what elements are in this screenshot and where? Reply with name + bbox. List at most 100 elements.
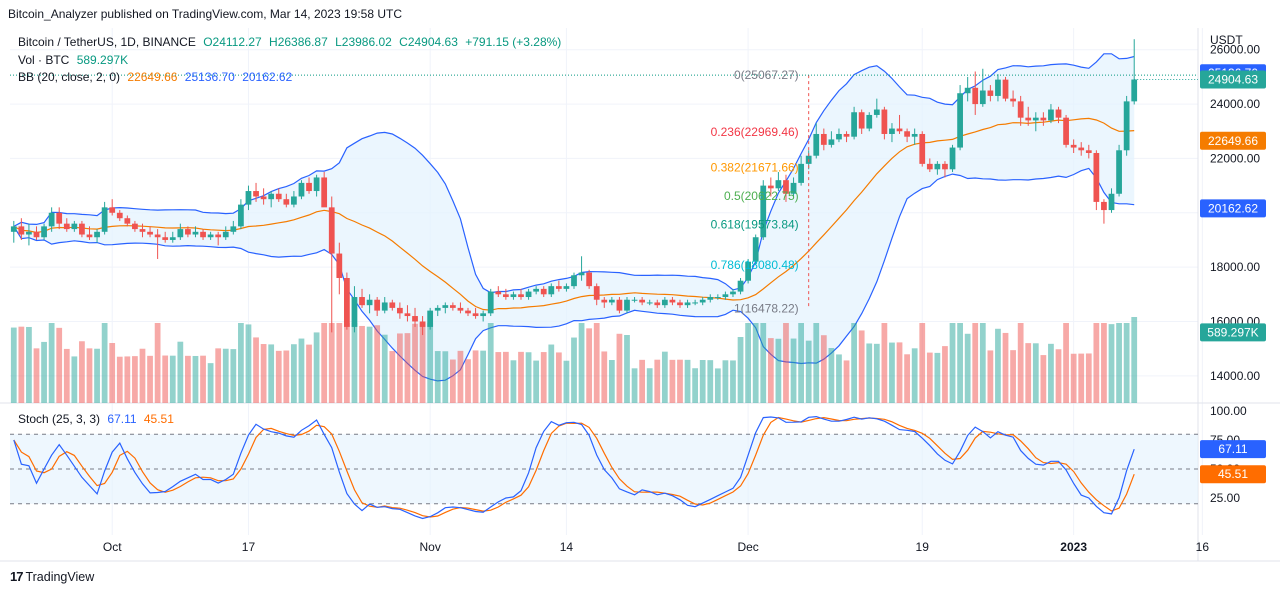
volume-bar [427,323,434,403]
candle-body [586,272,593,287]
badge-stoch-k: 67.11 [1218,442,1247,456]
volume-bar [366,326,373,403]
volume-label[interactable]: Vol · BTC [18,53,70,67]
volume-bar [911,348,918,403]
badge-bb-basis: 22649.66 [1208,134,1258,148]
fibonacci-retracement[interactable]: 0(25067.27) 0.236(22969.46) 0.382(21671.66… [10,68,1198,315]
volume-bar [646,368,653,403]
candle-body [1048,109,1054,121]
volume-bar [449,359,456,403]
volume-bar [71,356,78,403]
candle-body [162,237,169,240]
candle-body [760,185,767,238]
candle-body [397,307,403,314]
candle-body [737,280,744,292]
volume-bar [896,342,903,403]
volume-bar [995,328,1001,403]
volume-bar [419,323,426,403]
time-tick-label: Nov [419,540,440,554]
volume-bar [1055,349,1062,403]
volume-bar [593,323,600,403]
candle-body [457,307,464,311]
candle-body [873,109,880,115]
stoch-tick-label: 25.00 [1210,491,1240,505]
volume-bars [10,317,1138,403]
stochastic-pane[interactable] [10,415,1198,520]
volume-bar [434,351,441,403]
volume-bar [669,359,676,403]
volume-bar [608,360,615,403]
volume-bar [41,341,47,403]
volume-bar [268,344,275,403]
volume-bar [1063,323,1069,403]
volume-bar [510,360,517,403]
candle-body [495,291,502,295]
price-tick-label: 18000.00 [1210,260,1260,274]
bb-lower-value: 20162.62 [242,70,293,84]
volume-bar [828,347,835,403]
candle-body [71,223,78,230]
candle-body [987,90,994,96]
candle-body [851,112,857,137]
volume-bar [1017,323,1024,403]
volume-bar [147,355,153,403]
volume-bar [1048,343,1054,403]
tradingview-brand[interactable]: 17 TradingView [10,569,94,584]
badge-last-price-bg [1200,70,1266,89]
volume-bar [548,344,555,403]
candle-body [730,291,736,295]
volume-bar [563,360,570,403]
stoch-label[interactable]: Stoch (25, 3, 3) [18,412,101,426]
volume-bar [192,355,199,403]
candle-body [555,286,562,289]
symbol-title[interactable]: Bitcoin / TetherUS, 1D, BINANCE [18,35,196,49]
candlesticks[interactable] [10,39,1138,336]
volume-bar [1002,332,1009,403]
time-tick-label: 19 [916,540,930,554]
candle-body [222,231,229,238]
fib-level-label: 1(16478.22) [734,301,799,315]
volume-bar [760,323,767,403]
volume-bar [230,349,237,403]
tradingview-logo-icon: 17 [10,569,24,584]
volume-bar [328,323,335,403]
volume-bar [1116,323,1122,403]
candle-body [836,133,842,140]
candle-body [10,226,17,232]
volume-bar [374,325,381,403]
volume-bar [169,355,176,403]
candle-body [510,294,517,298]
volume-bar [813,323,820,403]
volume-bar [677,359,683,403]
candle-body [18,226,25,235]
volume-bar [881,323,888,403]
volume-bar [836,354,842,403]
candle-body [926,163,933,170]
bb-label[interactable]: BB (20, close, 2, 0) [18,70,121,84]
volume-bar [752,323,759,403]
candle-body [639,299,646,303]
volume-bar [866,343,873,403]
candle-body [404,313,411,317]
volume-bar [10,327,17,403]
badge-volume: 589.297K [1207,325,1258,339]
candle-body [904,131,910,137]
ohlc-open: O24112.27 [203,35,262,49]
volume-bar [1010,350,1016,403]
volume-bar [79,341,85,403]
volume-bar [820,335,827,403]
candle-body [798,163,804,183]
candle-body [533,288,540,292]
volume-bar [775,338,782,403]
time-tick-label: Dec [737,540,758,554]
volume-bar [601,351,608,403]
candle-body [995,79,1001,96]
volume-bar [919,323,926,403]
candle-body [321,177,328,208]
volume-legend: Vol · BTC 589.297K [18,53,132,67]
volume-bar [942,346,948,403]
candle-body [601,299,608,303]
volume-bar [139,348,146,403]
volume-bar [699,360,706,403]
